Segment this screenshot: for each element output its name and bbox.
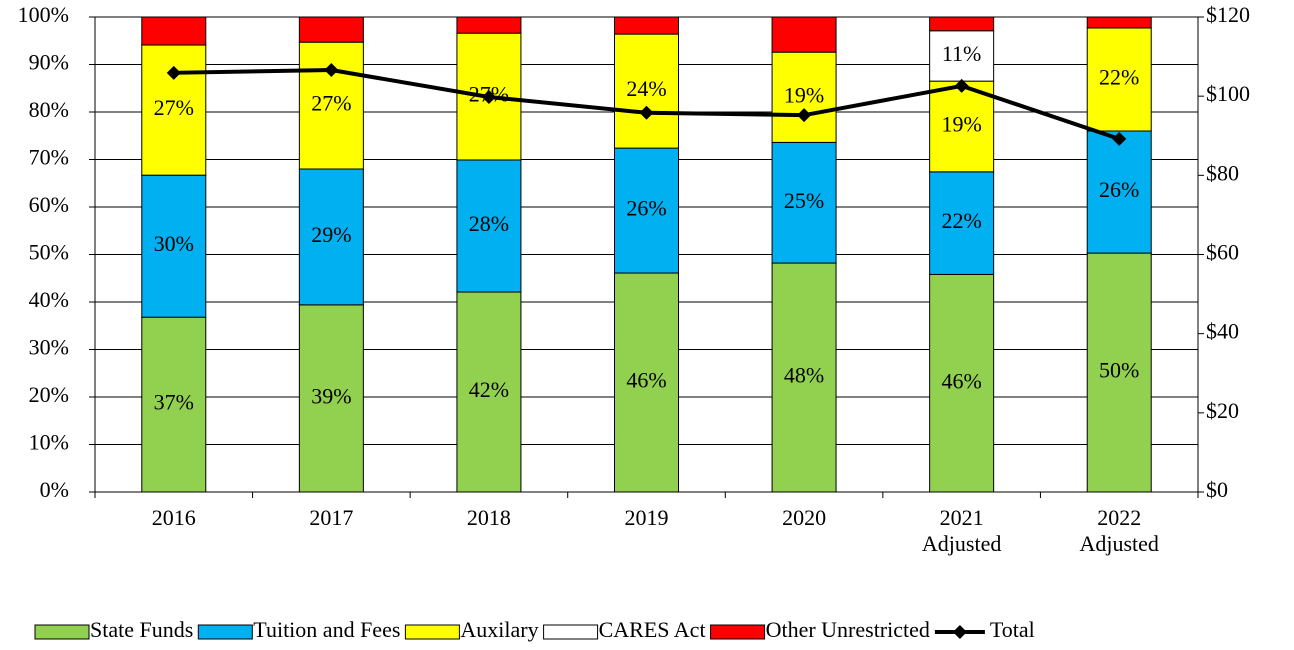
bar-segment (929, 16, 995, 32)
data-label: 46% (626, 368, 666, 393)
bar-segment (614, 147, 679, 274)
y-tick-label: 80% (29, 97, 69, 122)
bar-segment (771, 141, 837, 264)
x-tick-label: 2021 Adjusted (921, 505, 1002, 556)
y-tick-label: 100% (18, 2, 69, 27)
bar-segment (929, 171, 995, 275)
data-label: 19% (941, 112, 981, 137)
data-label: 29% (311, 222, 351, 247)
bar-segment (929, 30, 995, 82)
legend-swatch (404, 624, 460, 640)
legend-label: Other Unrestricted (766, 617, 930, 642)
data-label: 25% (784, 188, 824, 213)
data-label: 39% (311, 383, 351, 408)
bar-segment (456, 291, 522, 493)
bar-segment (298, 304, 364, 493)
y2-tick-label: $120 (1206, 2, 1250, 27)
legend-swatch (543, 624, 599, 640)
marker (166, 65, 181, 80)
y2-tick-label: $100 (1206, 81, 1250, 106)
data-label: 24% (626, 76, 666, 101)
legend-label: Tuition and Fees (253, 617, 400, 642)
bar-segment (614, 16, 679, 35)
x-tick-label: 2017 (309, 505, 354, 530)
y-tick-label: 10% (29, 430, 69, 455)
data-label: 48% (784, 363, 824, 388)
legend-label: Auxilary (460, 617, 538, 642)
data-label: 50% (1099, 358, 1139, 383)
y-tick-label: 40% (29, 287, 69, 312)
data-label: 30% (154, 231, 194, 256)
x-tick-label: 2019 (624, 505, 669, 530)
data-label: 11% (942, 41, 982, 66)
bar-segment (614, 272, 679, 493)
marker (481, 89, 496, 104)
data-label: 27% (154, 95, 194, 120)
bar-segment (929, 80, 995, 173)
data-label: 37% (154, 390, 194, 415)
bar-segment (298, 168, 364, 306)
legend-swatch (197, 624, 253, 640)
bar-segment (771, 262, 837, 493)
marker (1112, 131, 1127, 146)
data-label: 26% (626, 196, 666, 221)
x-tick-label: 2022 Adjusted (1079, 505, 1159, 556)
y-tick-label: 60% (29, 192, 69, 217)
y-tick-label: 0% (40, 477, 69, 502)
marker (954, 78, 969, 93)
bar-segment (1086, 16, 1152, 29)
legend-swatch (952, 625, 967, 639)
y2-tick-label: $40 (1206, 319, 1239, 344)
data-label: 42% (469, 377, 509, 402)
data-label: 26% (1099, 177, 1139, 202)
data-label: 22% (941, 208, 981, 233)
bar-segment (141, 316, 207, 493)
y-tick-label: 30% (29, 335, 69, 360)
bar-segment (771, 16, 837, 53)
y-tick-label: 50% (29, 240, 69, 265)
data-label: 28% (469, 211, 509, 236)
y2-tick-label: $60 (1206, 240, 1239, 265)
bar-segment (298, 16, 364, 43)
y-tick-label: 20% (29, 382, 69, 407)
x-tick-label: 2016 (151, 505, 196, 530)
y2-tick-label: $20 (1206, 398, 1239, 423)
y-tick-label: 90% (29, 50, 69, 75)
legend-swatch (34, 624, 90, 640)
data-label: 19% (784, 82, 824, 107)
x-tick-label: 2020 (782, 505, 827, 530)
bar-segment (614, 33, 679, 149)
bar-segment (771, 51, 837, 143)
y-tick-label: 70% (29, 145, 69, 170)
marker (324, 63, 339, 78)
bar-segment (1086, 130, 1152, 254)
bar-segment (141, 174, 207, 318)
legend-label: Total (990, 617, 1035, 642)
legend-label: State Funds (90, 617, 193, 642)
legend-swatch (710, 624, 766, 640)
data-label: 22% (1099, 65, 1139, 90)
legend-label: CARES Act (599, 617, 706, 642)
y2-tick-label: $0 (1206, 477, 1228, 502)
bar-segment (456, 16, 522, 34)
y2-tick-label: $80 (1206, 160, 1239, 185)
marker (639, 105, 654, 120)
marker (797, 108, 812, 123)
data-label: 46% (941, 368, 981, 393)
bar-segment (141, 16, 207, 46)
x-tick-label: 2018 (466, 505, 511, 530)
data-label: 27% (311, 91, 351, 116)
